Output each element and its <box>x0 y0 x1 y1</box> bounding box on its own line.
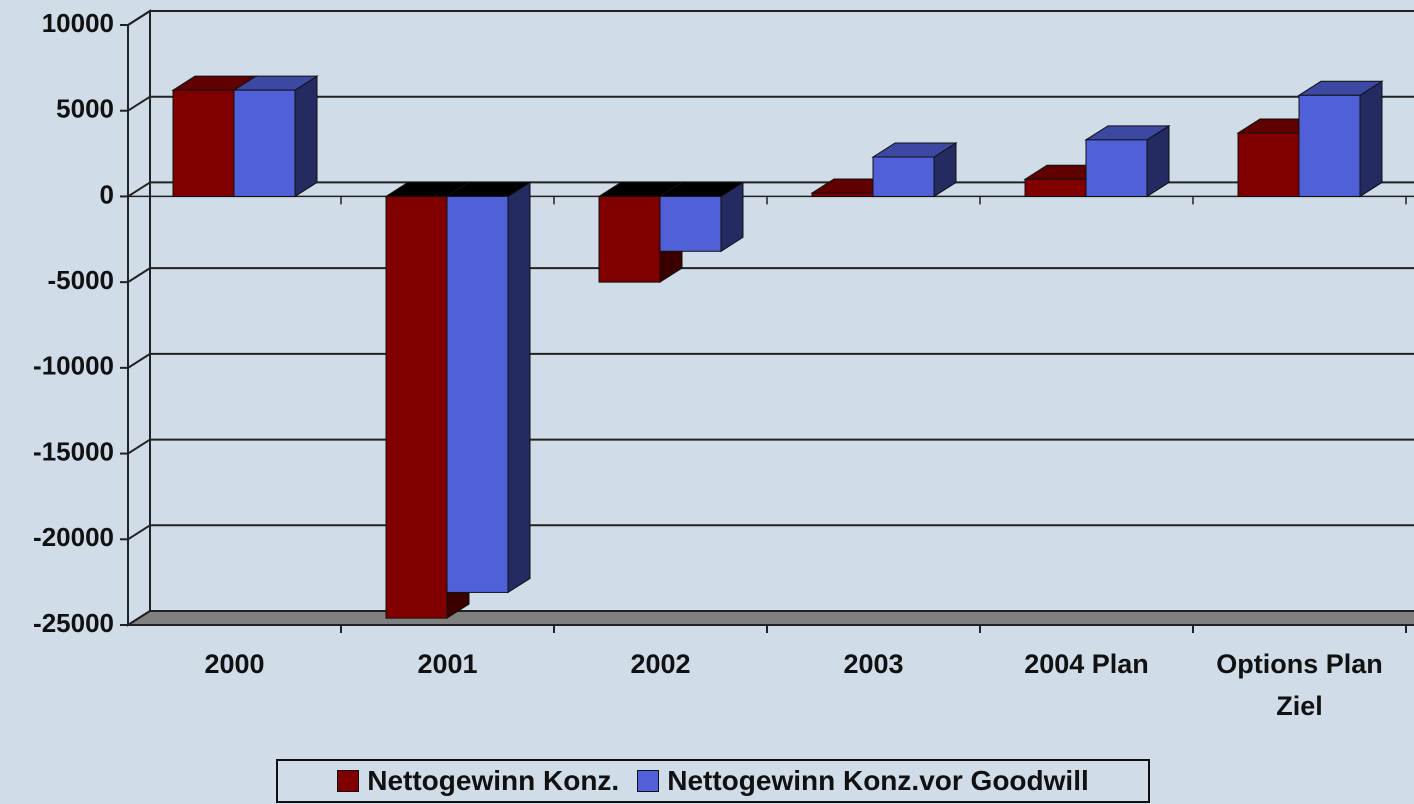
bar <box>385 195 448 619</box>
grid-line <box>127 10 151 26</box>
bar <box>1237 132 1300 197</box>
grid-line <box>127 524 151 541</box>
legend-label: Nettogewinn Konz.vor Goodwill <box>667 765 1089 796</box>
bar <box>1298 94 1361 197</box>
y-tick-label: -10000 <box>33 351 114 381</box>
legend: Nettogewinn Konz. Nettogewinn Konz.vor Go… <box>276 759 1150 803</box>
x-tick-label: 2001 <box>417 649 478 679</box>
x-tick-label: 2002 <box>630 649 691 679</box>
grid-line <box>127 438 151 455</box>
grid-line <box>127 353 151 369</box>
bar-side <box>507 181 531 594</box>
legend-label: Nettogewinn Konz. <box>367 765 620 796</box>
x-tick-label: 2004 Plan <box>1024 649 1149 679</box>
y-tick-label: -20000 <box>33 522 114 552</box>
legend-item: Nettogewinn Konz. <box>337 765 619 797</box>
bar <box>659 195 722 252</box>
y-tick-label: -15000 <box>33 436 114 466</box>
bar <box>446 195 509 593</box>
bar <box>1085 139 1148 197</box>
bar-side <box>1359 80 1383 198</box>
y-tick-label: 5000 <box>56 94 114 124</box>
grid-line <box>127 181 151 198</box>
y-tick-label: -5000 <box>48 265 115 295</box>
bar <box>172 89 235 197</box>
x-tick-label: 2003 <box>843 649 904 679</box>
bar <box>233 89 296 197</box>
bar <box>811 192 874 197</box>
bar-side <box>294 75 318 198</box>
grid-line <box>127 267 151 283</box>
y-tick-label: 10000 <box>42 8 114 38</box>
legend-swatch <box>637 770 660 792</box>
legend-swatch <box>337 770 360 792</box>
legend-item: Nettogewinn Konz.vor Goodwill <box>637 765 1089 797</box>
bar <box>598 195 661 283</box>
grid-line <box>127 95 151 112</box>
x-tick-label: Options Plan Ziel <box>1216 649 1383 721</box>
y-tick-label: 0 <box>100 179 114 209</box>
y-tick-label: -25000 <box>33 608 114 638</box>
grid-line <box>127 610 151 626</box>
bar <box>872 156 935 197</box>
bar <box>1024 178 1087 197</box>
x-tick-label: 2000 <box>204 649 265 679</box>
floor <box>125 610 1414 626</box>
